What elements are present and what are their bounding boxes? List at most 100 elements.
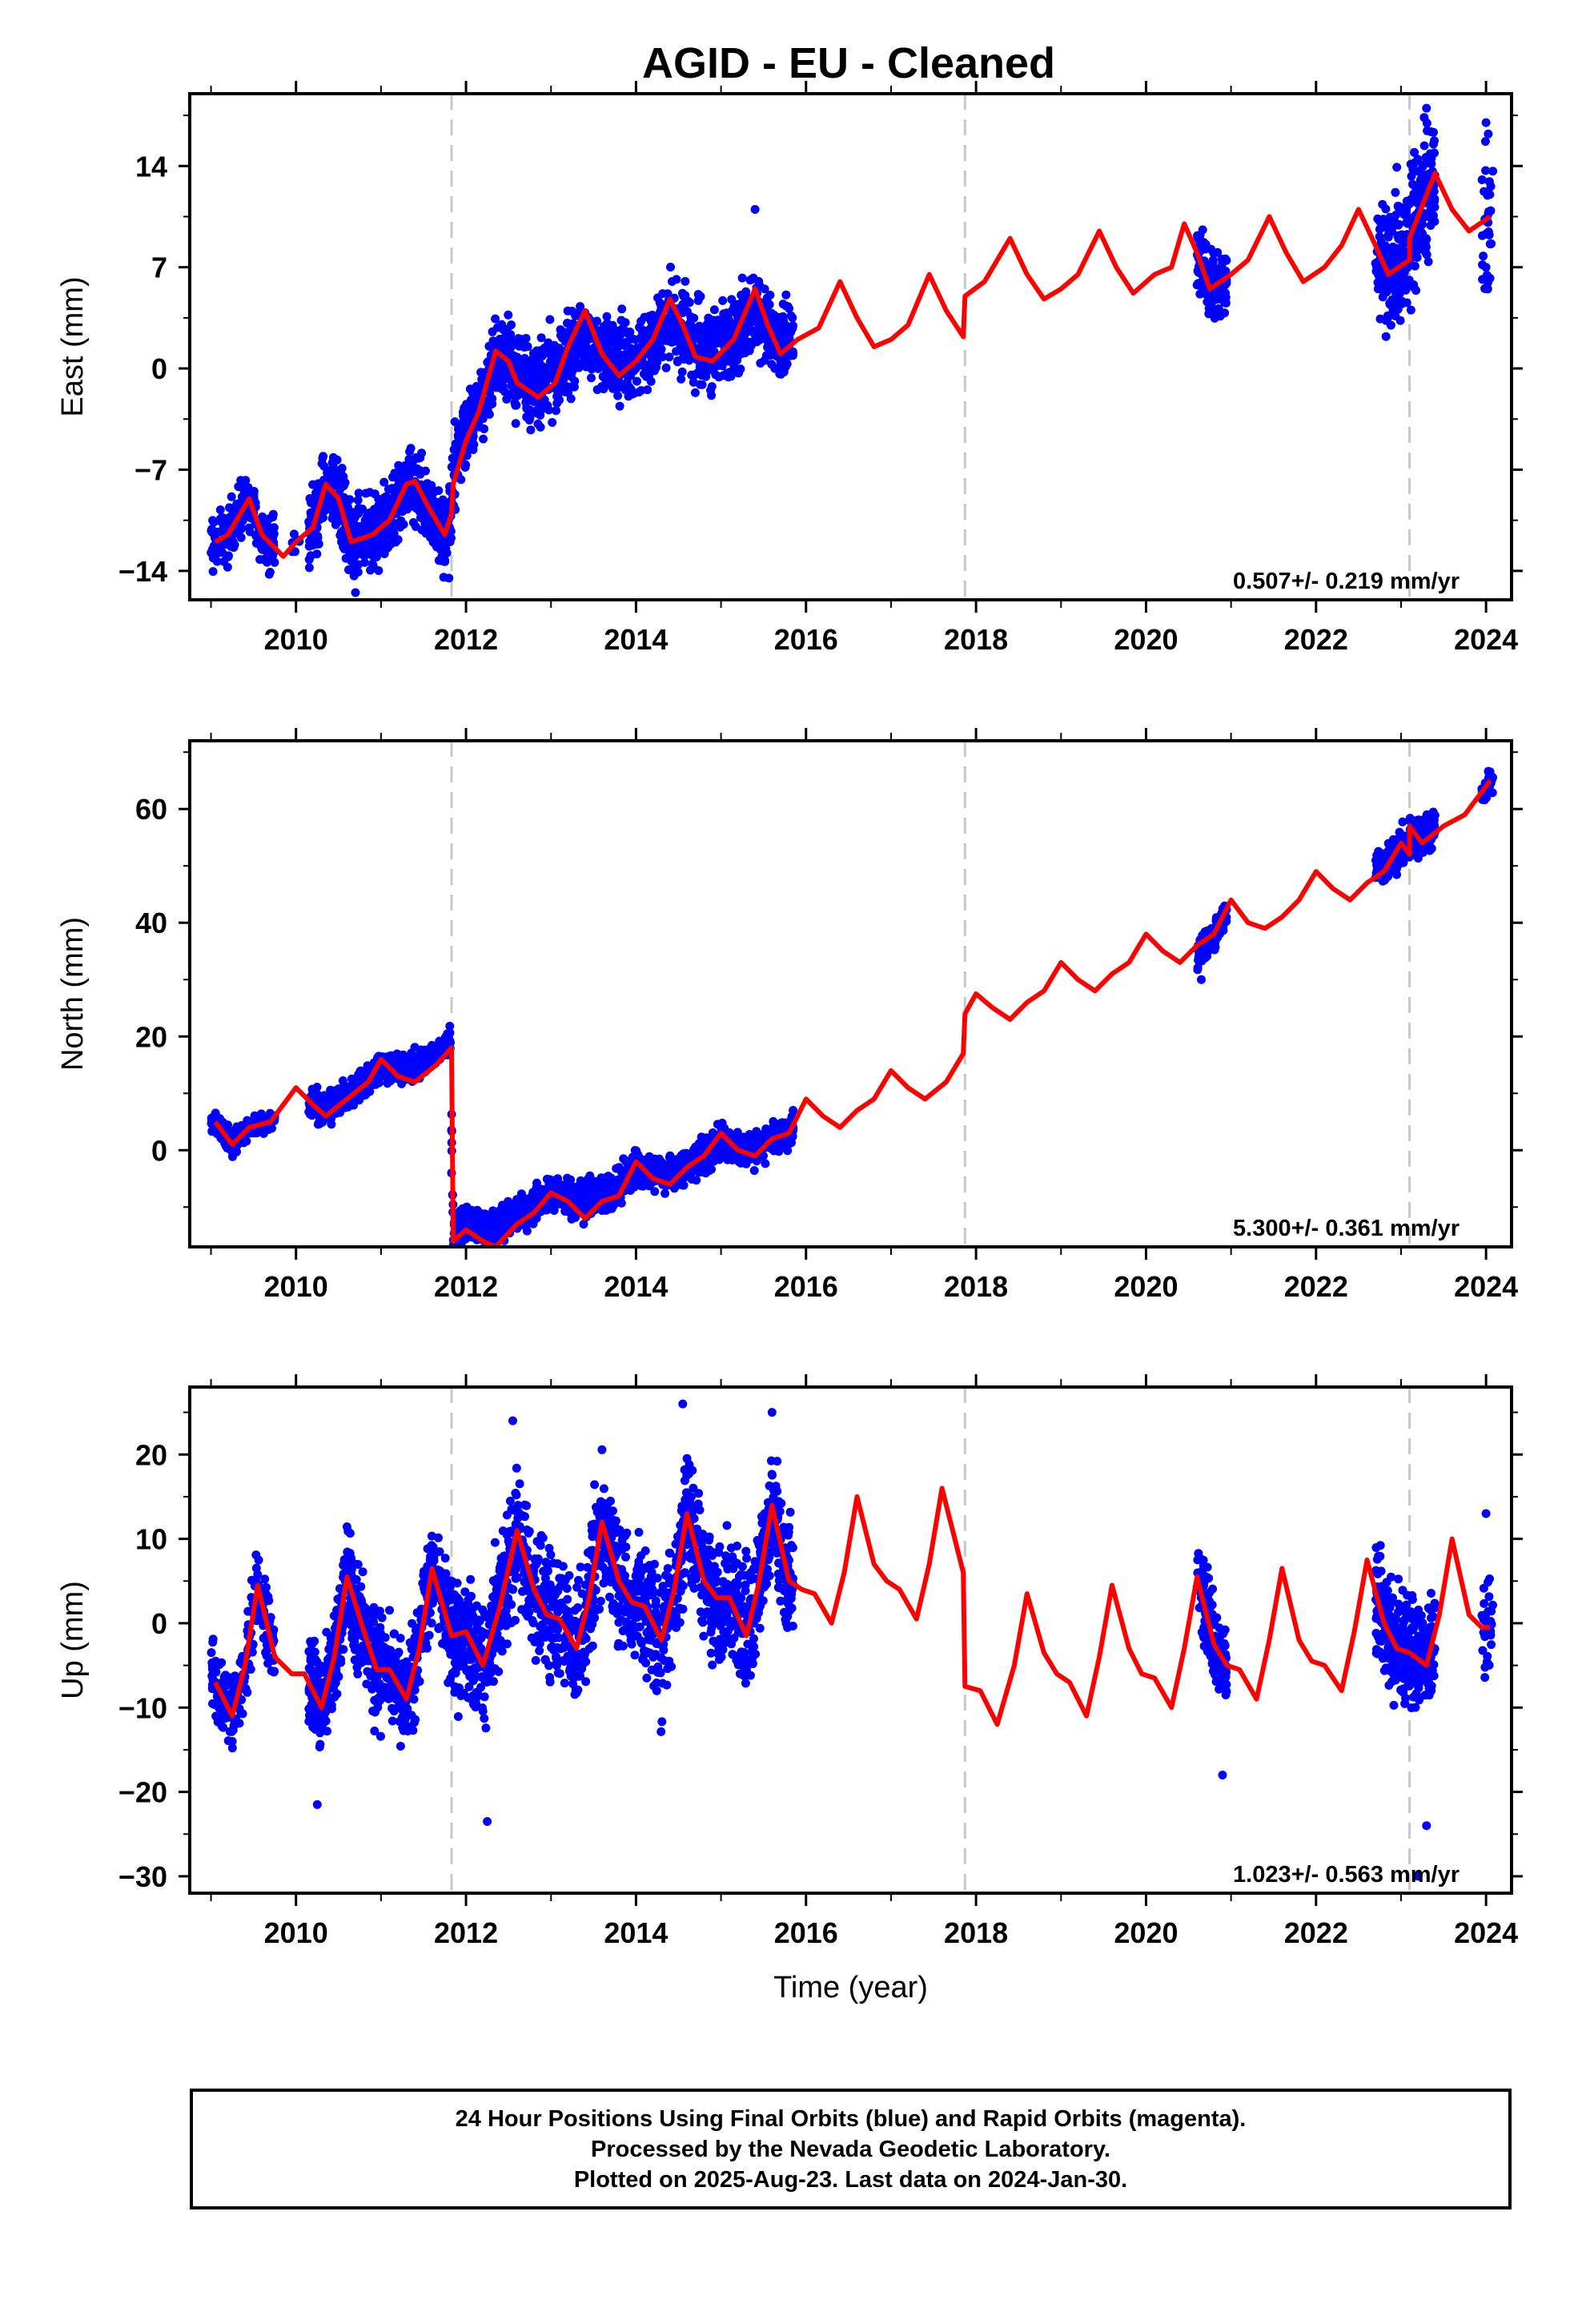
- data-point: [232, 1124, 242, 1134]
- data-point: [533, 419, 543, 428]
- data-point: [1391, 291, 1401, 300]
- data-point: [1419, 113, 1429, 123]
- data-point: [400, 461, 410, 470]
- data-point: [414, 453, 424, 463]
- data-point: [354, 489, 363, 498]
- data-point: [1379, 276, 1389, 286]
- data-point: [754, 327, 764, 336]
- data-point: [479, 411, 488, 420]
- data-point: [379, 477, 389, 487]
- data-point: [677, 374, 686, 384]
- data-point: [1430, 136, 1439, 146]
- data-point: [526, 425, 536, 435]
- data-point: [1412, 246, 1422, 255]
- data-point: [711, 370, 721, 380]
- data-point: [734, 368, 743, 378]
- data-point: [1415, 176, 1425, 185]
- data-point: [421, 466, 430, 476]
- data-point: [227, 492, 236, 501]
- data-point: [524, 416, 534, 425]
- data-point: [1481, 263, 1491, 272]
- data-point: [641, 370, 651, 379]
- data-point: [268, 513, 278, 522]
- data-point: [1398, 205, 1407, 215]
- daily-position-points: [207, 103, 1498, 597]
- data-point: [250, 1111, 259, 1120]
- data-point: [500, 387, 509, 396]
- data-point: [681, 344, 691, 353]
- data-point: [322, 1102, 331, 1112]
- data-point: [211, 543, 220, 553]
- data-point: [1422, 103, 1431, 113]
- data-point: [218, 1117, 227, 1127]
- data-point: [548, 418, 557, 427]
- data-point: [635, 323, 644, 332]
- data-point: [710, 320, 719, 329]
- data-point: [1428, 194, 1438, 203]
- data-point: [330, 464, 339, 474]
- data-point: [520, 364, 528, 373]
- data-point: [488, 327, 497, 336]
- data-point: [366, 548, 375, 557]
- x-tick-label: 2022: [1284, 623, 1348, 656]
- data-point: [648, 348, 657, 357]
- data-point: [268, 530, 278, 539]
- data-point: [410, 489, 420, 498]
- data-point: [685, 298, 694, 308]
- data-point: [236, 533, 246, 542]
- data-point: [513, 391, 523, 400]
- data-point: [1391, 187, 1400, 197]
- data-point: [510, 398, 520, 408]
- data-point: [1481, 118, 1491, 127]
- data-point: [781, 290, 791, 300]
- data-point: [569, 382, 579, 392]
- data-point: [491, 314, 500, 324]
- data-point: [1377, 239, 1386, 249]
- figure-title: AGID - EU - Cleaned: [642, 39, 1055, 87]
- data-point: [630, 335, 640, 344]
- data-point: [378, 1067, 387, 1076]
- data-point: [319, 461, 329, 471]
- data-point: [715, 326, 725, 335]
- data-point: [536, 333, 546, 343]
- data-point: [495, 335, 504, 344]
- data-point: [594, 364, 604, 373]
- data-point: [455, 432, 464, 442]
- data-point: [687, 322, 697, 332]
- data-point: [465, 413, 474, 422]
- data-point: [1419, 232, 1428, 242]
- data-point: [744, 337, 753, 347]
- data-point: [1406, 305, 1415, 315]
- data-point: [1210, 288, 1219, 298]
- data-point: [359, 1090, 368, 1100]
- data-point: [263, 557, 272, 567]
- data-point: [690, 370, 700, 380]
- data-point: [443, 1029, 452, 1039]
- data-point: [616, 316, 626, 325]
- data-point: [650, 1187, 660, 1196]
- data-point: [729, 360, 738, 369]
- data-point: [622, 377, 632, 387]
- data-point: [536, 399, 545, 408]
- data-point: [1484, 207, 1494, 216]
- data-point: [408, 498, 417, 508]
- data-point: [334, 474, 343, 484]
- data-point: [353, 496, 363, 505]
- data-point: [545, 315, 555, 324]
- data-point: [552, 399, 562, 408]
- data-point: [534, 357, 544, 367]
- data-point: [565, 319, 575, 328]
- y-tick-label: −7: [135, 453, 167, 486]
- data-point: [475, 422, 484, 432]
- data-point: [1420, 243, 1430, 251]
- x-tick-label: 2016: [774, 623, 838, 656]
- data-point: [364, 509, 374, 517]
- data-point: [536, 346, 545, 356]
- data-point: [1427, 154, 1436, 163]
- data-point: [601, 327, 611, 336]
- data-point: [600, 364, 610, 373]
- data-point: [445, 1021, 455, 1031]
- data-point: [402, 1057, 412, 1067]
- data-point: [613, 391, 623, 400]
